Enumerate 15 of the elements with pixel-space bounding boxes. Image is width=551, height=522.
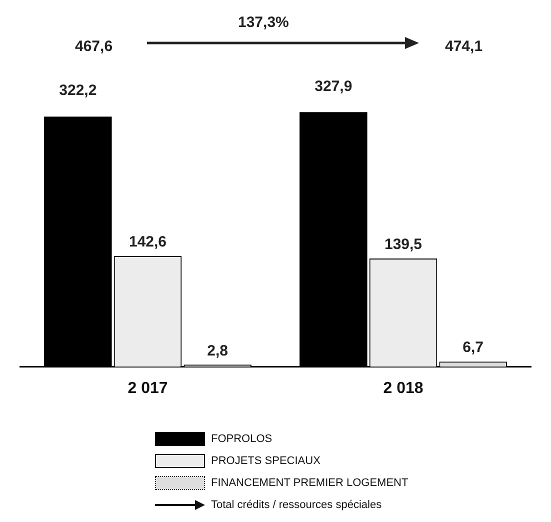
x-tick-label: 2 017 <box>128 380 168 397</box>
text: Total crédits / ressources spéciales <box>211 499 382 511</box>
x-tick-label: 2 018 <box>383 380 424 397</box>
text: 467,6 <box>75 38 113 55</box>
text: 474,1 <box>445 38 483 55</box>
legend-label: PROJETS SPECIAUX <box>211 455 320 467</box>
legend-label: FINANCEMENT PREMIER LOGEMENT <box>211 477 408 489</box>
text: 137,3% <box>238 14 289 31</box>
data-label: 142,6 <box>128 234 167 251</box>
data-label: 322,2 <box>59 82 97 100</box>
data-label: 2,8 <box>207 342 228 360</box>
data-label: 6,7 <box>462 339 484 356</box>
data-label: 139,5 <box>384 236 422 254</box>
data-label: 327,9 <box>314 78 352 95</box>
legend-label: FOPROLOS <box>211 433 272 445</box>
